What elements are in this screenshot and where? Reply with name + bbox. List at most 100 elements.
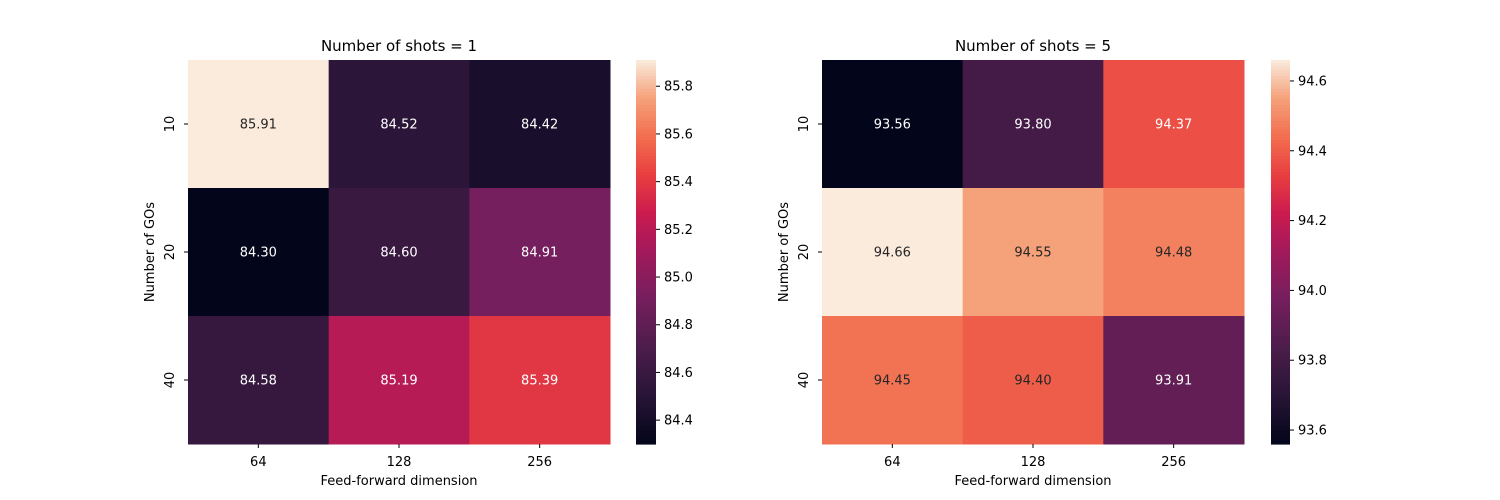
cell-value-label: 84.91 (521, 246, 558, 261)
colorbar-segment (636, 181, 656, 186)
colorbar-segment (1271, 165, 1290, 170)
colorbar-segment (1271, 373, 1290, 378)
colorbar-segment (1271, 437, 1290, 442)
colorbar-segment (636, 376, 656, 381)
colorbar-segment (1271, 364, 1290, 368)
colorbar-segment (1271, 213, 1290, 218)
colorbar-segment (1271, 133, 1290, 138)
colorbar-segment (1271, 76, 1290, 80)
colorbar-segment (1271, 261, 1290, 266)
colorbar-tick-label: 84.8 (664, 318, 693, 333)
cell-value-label: 85.19 (380, 374, 417, 389)
colorbar-segment (1271, 82, 1290, 87)
y-tick-label: 40 (163, 372, 178, 389)
colorbar-segment (1271, 402, 1290, 407)
colorbar-segment (1271, 184, 1290, 189)
cell-value-label: 94.66 (874, 246, 911, 261)
colorbar-segment (636, 172, 656, 176)
colorbar: 84.4 84.6 84.8 85.0 85.2 85.4 85.6 85.8 (636, 60, 693, 445)
colorbar-segment (636, 239, 656, 243)
colorbar-segment (1271, 412, 1290, 416)
colorbar-segment (1271, 72, 1290, 77)
colorbar-segment (1271, 120, 1290, 125)
cell-value-label: 94.55 (1014, 246, 1051, 261)
colorbar-segment (1271, 220, 1290, 224)
colorbar-segment (1271, 245, 1290, 250)
colorbar-segment (636, 108, 656, 112)
colorbar-tick-label: 93.6 (1298, 424, 1327, 439)
colorbar-segment (636, 191, 656, 195)
colorbar-segment (636, 316, 656, 320)
cell-value-label: 85.39 (521, 374, 558, 389)
colorbar-segment (1271, 239, 1290, 243)
colorbar-segment (636, 415, 656, 419)
colorbar-segment (1271, 428, 1290, 432)
colorbar-segment (636, 418, 656, 423)
colorbar-tick-label: 84.4 (664, 414, 693, 429)
y-tick-label: 10 (163, 116, 178, 133)
colorbar-segment (1271, 421, 1290, 426)
colorbar-segment (1271, 316, 1290, 320)
colorbar-segment (636, 373, 656, 378)
colorbar-segment (1271, 181, 1290, 186)
colorbar-segment (1271, 284, 1290, 288)
cell-value-label: 93.56 (874, 118, 911, 133)
colorbar-segment (636, 184, 656, 189)
colorbar-segment (636, 236, 656, 240)
colorbar-segment (636, 130, 656, 135)
colorbar-segment (636, 216, 656, 221)
colorbar-segment (636, 229, 656, 234)
colorbar-segment (636, 306, 656, 311)
colorbar-segment (1271, 367, 1290, 371)
colorbar-segment (636, 143, 656, 147)
colorbar-segment (1271, 140, 1290, 144)
cell-value-label: 84.30 (240, 246, 277, 261)
colorbar-segment (1271, 434, 1290, 439)
colorbar-segment (1271, 143, 1290, 147)
heatmap-cell (1103, 316, 1245, 445)
colorbar-segment (1271, 322, 1290, 327)
colorbar-tick-label: 85.4 (664, 175, 693, 190)
colorbar-segment (1271, 300, 1290, 304)
colorbar-segment (1271, 204, 1290, 208)
colorbar-segment (1271, 162, 1290, 167)
colorbar-segment (636, 440, 656, 445)
colorbar-segment (636, 72, 656, 77)
colorbar-segment (1271, 357, 1290, 362)
colorbar-segment (636, 165, 656, 170)
colorbar-segment (1271, 296, 1290, 301)
colorbar-segment (636, 136, 656, 141)
colorbar-segment (636, 402, 656, 407)
colorbar-segment (636, 389, 656, 394)
colorbar-segment (1271, 85, 1290, 90)
colorbar-segment (636, 92, 656, 96)
colorbar-segment (1271, 348, 1290, 352)
colorbar-segment (636, 204, 656, 208)
heatmap-cell (822, 188, 964, 317)
colorbar-segment (636, 386, 656, 391)
colorbar-segment (636, 146, 656, 151)
colorbar-segment (1271, 376, 1290, 381)
colorbar-segment (1271, 223, 1290, 227)
cell-value-label: 94.48 (1155, 246, 1192, 261)
y-tick-label: 20 (797, 244, 812, 261)
colorbar-segment (636, 290, 656, 295)
colorbar-segment (636, 168, 656, 173)
colorbar-segment (1271, 95, 1290, 99)
colorbar-segment (636, 120, 656, 125)
x-axis-label: Feed-forward dimension (954, 474, 1111, 489)
colorbar-segment (1271, 79, 1290, 83)
colorbar-segment (636, 207, 656, 211)
colorbar-segment (1271, 325, 1290, 330)
colorbar-segment (1271, 255, 1290, 259)
heatmap-cell (822, 316, 964, 445)
colorbar-segment (1271, 280, 1290, 285)
colorbar-segment (636, 319, 656, 323)
colorbar-segment (1271, 114, 1290, 119)
colorbar-segment (636, 421, 656, 426)
colorbar-segment (636, 248, 656, 253)
colorbar-segment (1271, 156, 1290, 160)
colorbar-segment (1271, 312, 1290, 317)
colorbar-segment (636, 200, 656, 205)
